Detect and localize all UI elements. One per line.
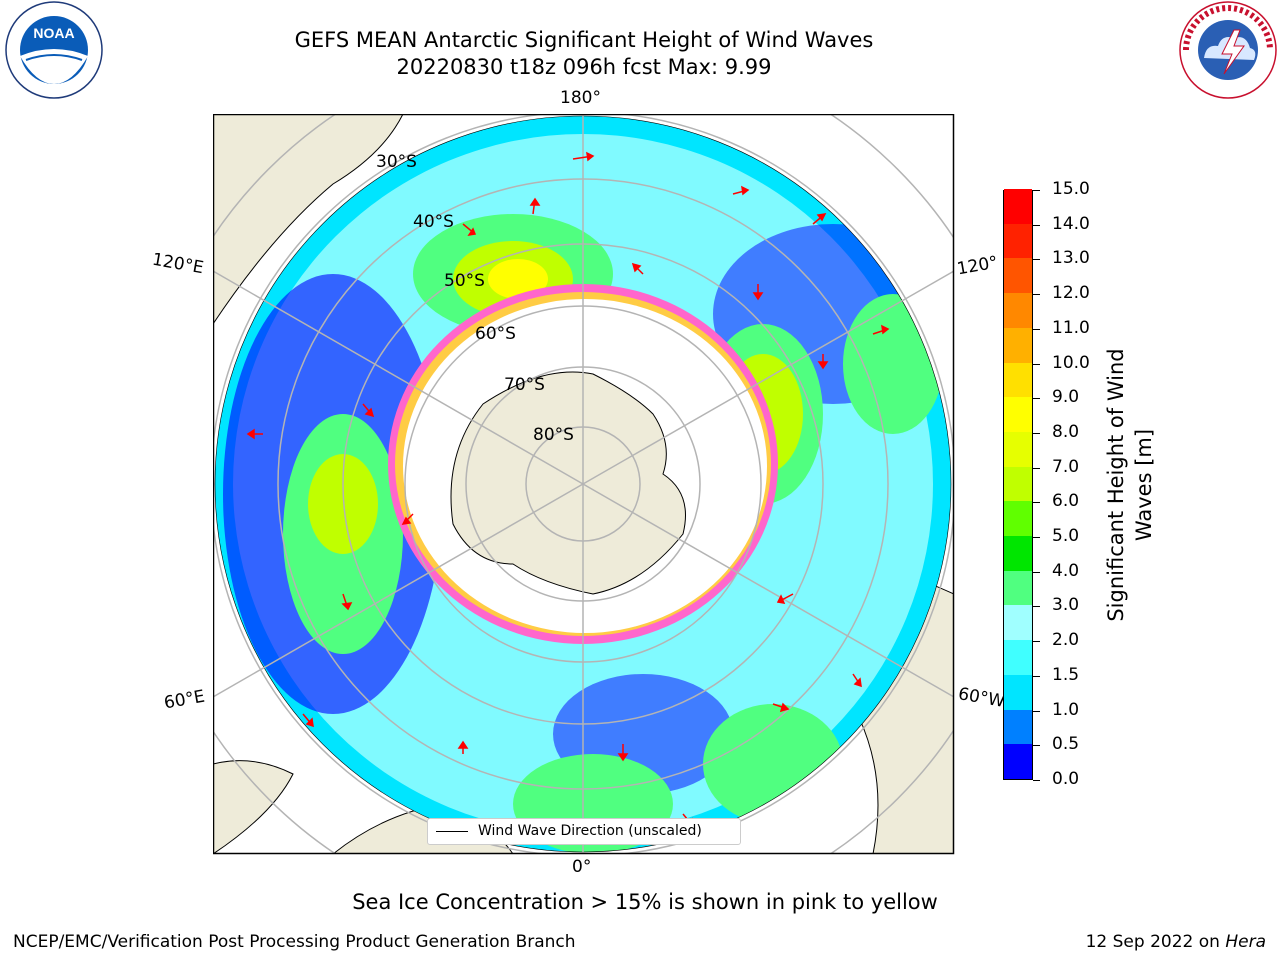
- lon-label-180: 180°: [560, 88, 601, 108]
- polar-map: [213, 114, 955, 855]
- plot-subtitle: 20220830 t18z 096h fcst Max: 9.99: [396, 55, 772, 79]
- colorbar-tick-mark: [1033, 328, 1040, 330]
- noaa-logo: NOAA: [5, 1, 103, 99]
- colorbar-tick-label: 8.0: [1052, 421, 1080, 442]
- lat-label-70s: 70°S: [504, 375, 545, 395]
- colorbar-segment: [1004, 466, 1032, 502]
- colorbar-tick-label: 10.0: [1052, 352, 1090, 373]
- noaa-logo-text: NOAA: [33, 25, 74, 41]
- colorbar-segment: [1004, 188, 1032, 224]
- colorbar-tick-mark: [1033, 224, 1040, 226]
- sea-ice-note: Sea Ice Concentration > 15% is shown in …: [352, 890, 938, 914]
- colorbar-tick-mark: [1033, 398, 1040, 400]
- colorbar-segment: [1004, 604, 1032, 641]
- map-legend: Wind Wave Direction (unscaled): [427, 818, 741, 845]
- colorbar-tick-mark: [1033, 710, 1040, 712]
- colorbar-segment: [1004, 709, 1032, 745]
- colorbar-tick-label: 13.0: [1052, 248, 1090, 269]
- colorbar-tick-mark: [1033, 780, 1040, 781]
- lat-label-30s: 30°S: [376, 152, 417, 172]
- colorbar-tick-label: 15.0: [1052, 179, 1090, 199]
- wind-arrows: [246, 151, 890, 828]
- colorbar-segment: [1004, 535, 1032, 571]
- colorbar-tick-mark: [1033, 190, 1040, 191]
- colorbar-tick-label: 2.0: [1052, 630, 1080, 651]
- colorbar-segment: [1004, 674, 1032, 710]
- colorbar-segment: [1004, 396, 1032, 432]
- colorbar-tick-mark: [1033, 675, 1040, 677]
- legend-line: [436, 831, 468, 832]
- colorbar-tick-mark: [1033, 432, 1040, 434]
- plot-title: GEFS MEAN Antarctic Significant Height o…: [294, 28, 874, 52]
- colorbar-title: Significant Height of Wind Waves [m]: [1104, 348, 1156, 622]
- colorbar-tick-label: 14.0: [1052, 213, 1090, 234]
- colorbar-tick-mark: [1033, 606, 1040, 608]
- colorbar-tick-mark: [1033, 363, 1040, 365]
- legend-label: Wind Wave Direction (unscaled): [478, 823, 702, 839]
- colorbar-segment: [1004, 500, 1032, 537]
- colorbar-segment: [1004, 639, 1032, 675]
- colorbar-segment: [1004, 292, 1032, 328]
- colorbar-tick-label: 9.0: [1052, 387, 1080, 408]
- footer-host: Hera: [1225, 932, 1266, 952]
- footer-date: 12 Sep 2022 on: [1085, 932, 1226, 952]
- colorbar-segment: [1004, 431, 1032, 467]
- colorbar-segment: [1004, 327, 1032, 363]
- colorbar-tick-mark: [1033, 467, 1040, 469]
- lat-label-60s: 60°S: [475, 324, 516, 344]
- footer-left: NCEP/EMC/Verification Post Processing Pr…: [13, 932, 576, 952]
- colorbar: [1003, 188, 1033, 780]
- colorbar-tick-mark: [1033, 502, 1040, 504]
- colorbar-tick-label: 5.0: [1052, 526, 1080, 547]
- colorbar-tick-label: 1.5: [1052, 664, 1080, 685]
- colorbar-tick-mark: [1033, 745, 1040, 747]
- lon-label-0: 0°: [572, 857, 592, 877]
- lat-label-50s: 50°S: [444, 271, 485, 291]
- lon-label-120e: 120°E: [150, 249, 206, 279]
- colorbar-tick-label: 11.0: [1052, 317, 1090, 338]
- colorbar-tick-label: 7.0: [1052, 456, 1080, 477]
- colorbar-tick-label: 6.0: [1052, 491, 1080, 512]
- colorbar-tick-label: 0.0: [1052, 769, 1080, 789]
- colorbar-segment: [1004, 223, 1032, 259]
- colorbar-tick-mark: [1033, 537, 1040, 539]
- colorbar-tick-label: 1.0: [1052, 699, 1080, 720]
- lon-label-60w: 60°W: [956, 684, 1007, 712]
- footer-right: 12 Sep 2022 on Hera: [1086, 932, 1266, 952]
- colorbar-segment: [1004, 362, 1032, 398]
- colorbar-segment: [1004, 257, 1032, 294]
- colorbar-tick-label: 4.0: [1052, 560, 1080, 581]
- lat-label-80s: 80°S: [533, 425, 574, 445]
- colorbar-tick-label: 3.0: [1052, 595, 1080, 616]
- colorbar-segment: [1004, 570, 1032, 606]
- colorbar-tick-mark: [1033, 259, 1040, 261]
- nws-logo: [1179, 1, 1277, 99]
- lat-label-40s: 40°S: [413, 212, 454, 232]
- lon-label-60e: 60°E: [162, 686, 207, 714]
- colorbar-tick-mark: [1033, 571, 1040, 573]
- colorbar-segment: [1004, 743, 1032, 779]
- colorbar-tick-mark: [1033, 641, 1040, 643]
- colorbar-tick-label: 0.5: [1052, 734, 1080, 755]
- colorbar-tick-mark: [1033, 294, 1040, 296]
- colorbar-tick-label: 12.0: [1052, 283, 1090, 304]
- lon-label-120w: 120°: [955, 252, 1000, 280]
